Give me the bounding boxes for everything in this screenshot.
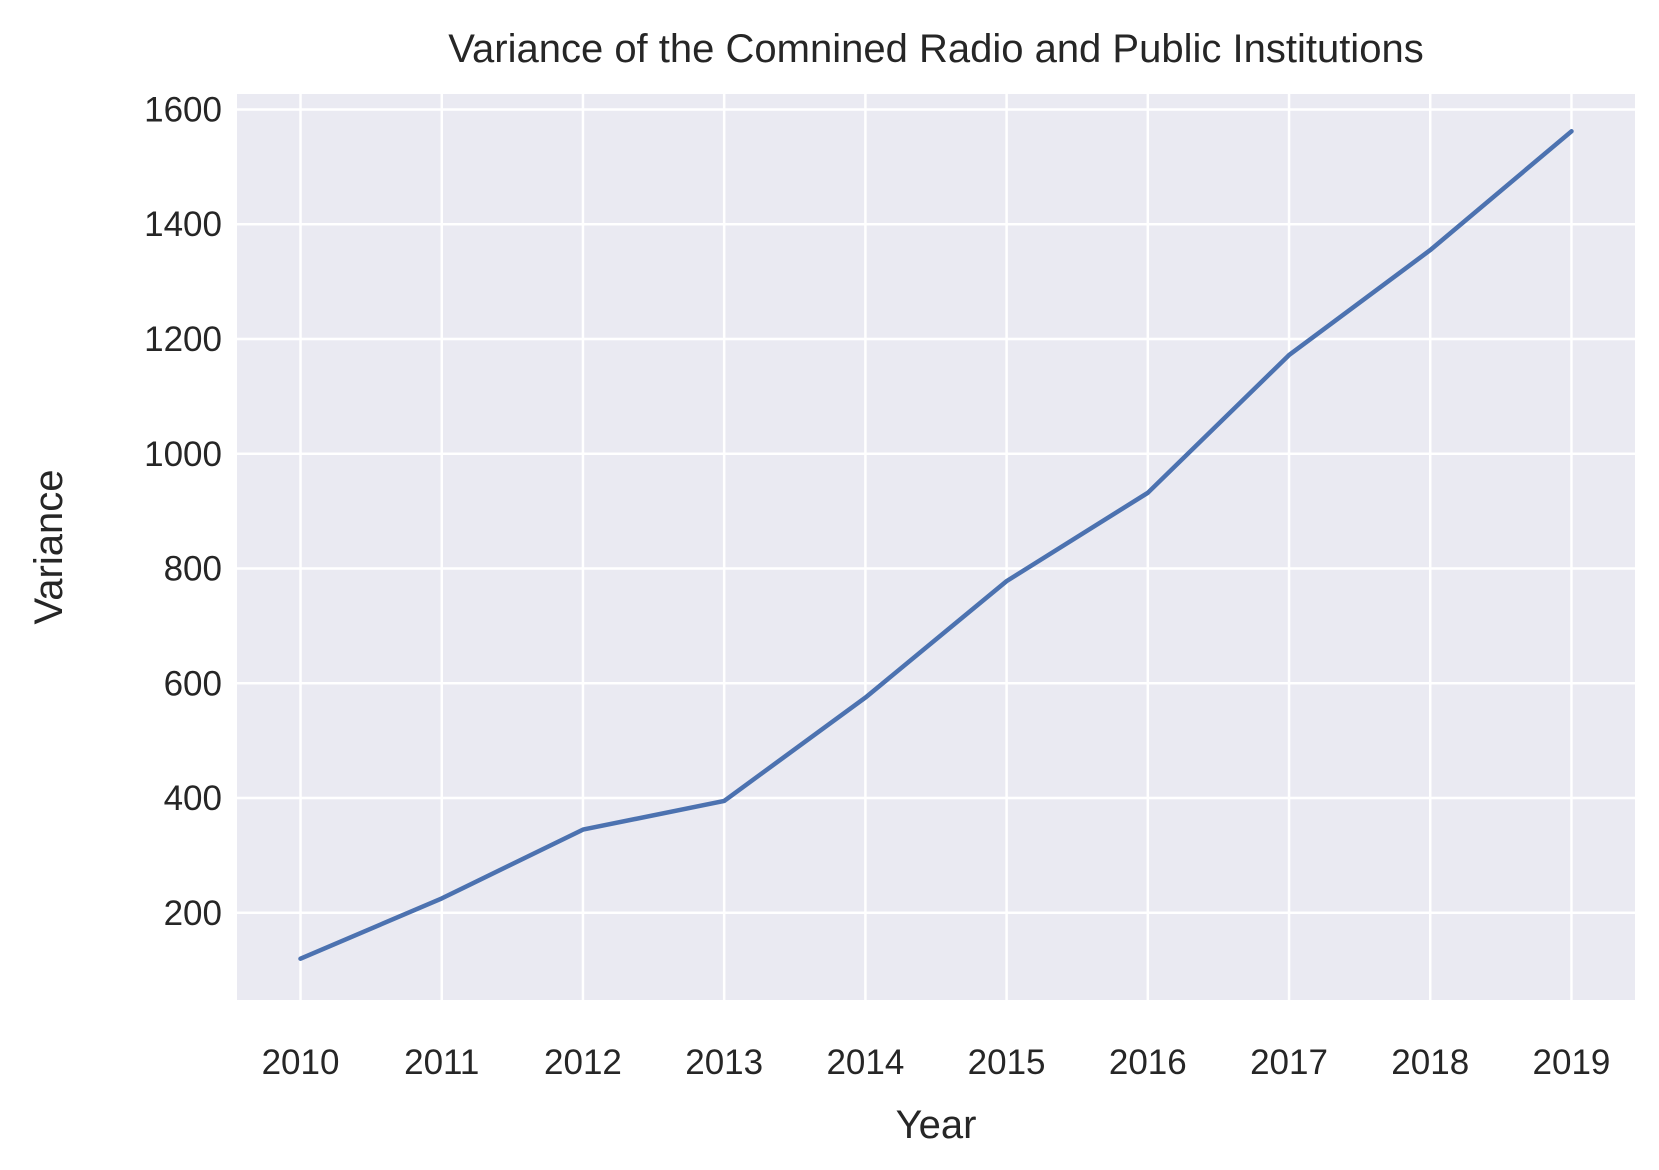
- series-line: [298, 129, 1574, 961]
- y-tick-label: 600: [164, 664, 222, 703]
- x-tick-label: 2011: [404, 1043, 479, 1082]
- series-layer: [298, 129, 1574, 961]
- x-tick-label: 2017: [1250, 1043, 1328, 1082]
- x-tick-label: 2018: [1391, 1043, 1469, 1082]
- y-tick-label: 1400: [144, 205, 222, 244]
- y-tick-label: 400: [164, 779, 222, 818]
- x-axis-label: Year: [896, 1103, 977, 1147]
- x-tick-label: 2019: [1533, 1043, 1611, 1082]
- chart-title: Variance of the Comnined Radio and Publi…: [448, 27, 1423, 71]
- x-tick-label: 2016: [1109, 1043, 1187, 1082]
- grid: [237, 94, 1635, 1000]
- y-tick-label: 1600: [144, 90, 222, 129]
- x-tick-label: 2015: [968, 1043, 1046, 1082]
- x-tick-label: 2013: [685, 1043, 763, 1082]
- x-tick-label: 2012: [544, 1043, 622, 1082]
- y-tick-label: 1200: [144, 320, 222, 359]
- x-tick-label: 2010: [262, 1043, 340, 1082]
- plot-area: [237, 94, 1635, 1000]
- y-tick-label: 200: [164, 894, 222, 933]
- y-axis-label: Variance: [27, 470, 71, 625]
- y-tick-label: 800: [164, 550, 222, 589]
- x-tick-label: 2014: [826, 1043, 904, 1082]
- tick-labels: 2010 2011 2012 2013 2014 2015 2016 2017 2018 2019…: [144, 90, 1610, 1082]
- y-tick-label: 1000: [144, 435, 222, 474]
